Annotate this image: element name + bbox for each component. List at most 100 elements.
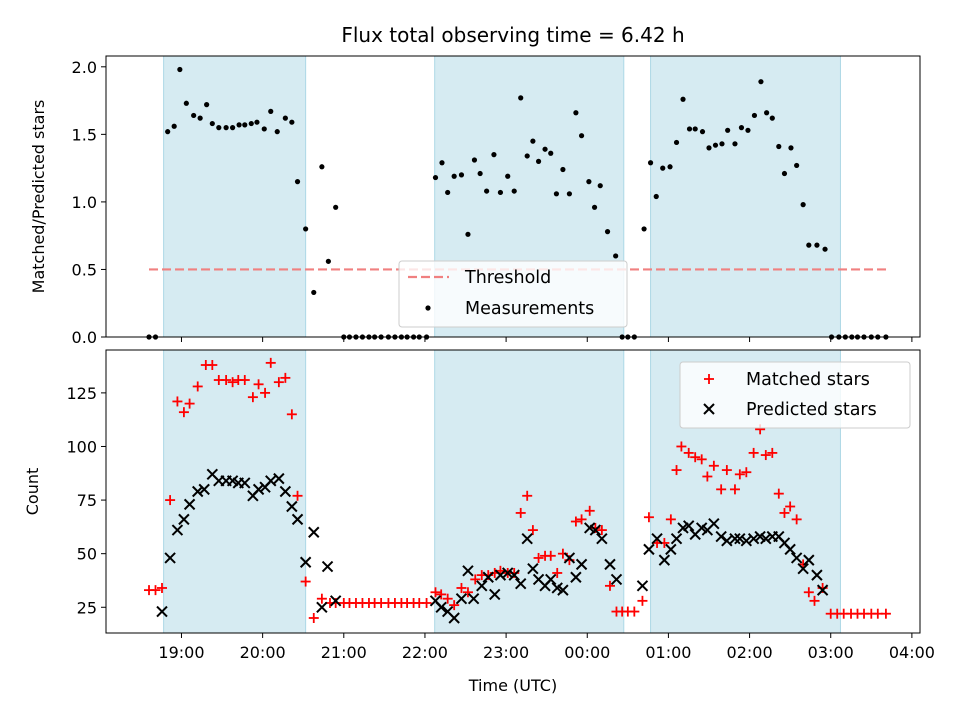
x-tick-label: 23:00 bbox=[483, 643, 529, 662]
predicted-star-point bbox=[760, 532, 772, 545]
measurement-point bbox=[553, 191, 560, 197]
predicted-star-point bbox=[682, 520, 695, 532]
predicted-star-point bbox=[610, 573, 623, 586]
predicted-star-point bbox=[790, 552, 803, 564]
matched-star-point bbox=[880, 608, 891, 619]
legend-measurements-swatch bbox=[425, 305, 431, 311]
measurement-point bbox=[781, 170, 788, 177]
legend-predicted-label: Predicted stars bbox=[746, 400, 877, 420]
predicted-star-point bbox=[467, 592, 480, 605]
y-tick-label: 100 bbox=[66, 437, 97, 456]
measurement-point bbox=[776, 143, 782, 150]
measurement-point bbox=[289, 119, 295, 125]
x-tick-label: 01:00 bbox=[645, 643, 691, 662]
matched-star-point bbox=[280, 372, 291, 383]
measurement-point bbox=[738, 125, 745, 131]
predicted-star-point bbox=[658, 554, 671, 566]
predicted-star-point bbox=[651, 532, 663, 545]
measurement-point bbox=[586, 179, 592, 185]
matched-star-point bbox=[791, 514, 802, 525]
measurement-point bbox=[171, 123, 177, 129]
predicted-star-point bbox=[321, 560, 334, 573]
predicted-star-point bbox=[279, 485, 292, 498]
predicted-star-point bbox=[545, 573, 557, 586]
measurement-point bbox=[660, 165, 666, 171]
predicted-star-point bbox=[448, 612, 460, 624]
x-axis-ticks: 19:00 20:00 21:00 22:00 23:00 00:00 01:00 02:00… bbox=[158, 633, 935, 662]
measurement-point bbox=[268, 108, 274, 114]
measurement-point bbox=[769, 115, 775, 121]
measurement-point bbox=[535, 158, 542, 164]
measurement-point bbox=[451, 173, 457, 179]
measurement-point bbox=[764, 110, 770, 116]
measurement-point bbox=[591, 204, 598, 210]
measurement-point bbox=[548, 150, 554, 156]
measurement-point bbox=[673, 139, 680, 146]
predicted-star-point bbox=[811, 569, 823, 581]
predicted-star-point bbox=[502, 567, 514, 579]
matched-star-point bbox=[192, 381, 203, 392]
measurement-point bbox=[578, 133, 585, 139]
predicted-star-point bbox=[515, 577, 527, 590]
predicted-star-point bbox=[570, 571, 582, 583]
lower-panel-counts: 25 50 75 100 125 19:00 20:00 21:00 22:00 23:00 00… bbox=[23, 349, 935, 695]
measurement-point bbox=[613, 253, 619, 259]
predicted-star-point bbox=[575, 558, 588, 571]
predicted-star-point bbox=[171, 524, 184, 536]
matched-star-point bbox=[570, 516, 581, 527]
matched-star-point bbox=[785, 501, 796, 512]
measurement-point bbox=[518, 95, 524, 101]
matched-star-point bbox=[533, 552, 544, 563]
observing-interval-band bbox=[434, 349, 625, 634]
predicted-star-point bbox=[191, 485, 204, 498]
measurement-point bbox=[597, 183, 603, 189]
matched-star-point bbox=[253, 379, 264, 390]
predicted-star-point bbox=[734, 532, 746, 545]
predicted-star-point bbox=[816, 584, 829, 596]
predicted-star-point bbox=[178, 513, 190, 526]
matched-star-point bbox=[308, 612, 319, 623]
matched-star-point bbox=[430, 587, 441, 598]
measurement-point bbox=[732, 141, 738, 147]
predicted-star-point bbox=[329, 595, 342, 607]
measurement-points bbox=[146, 66, 889, 340]
predicted-star-point bbox=[252, 483, 265, 496]
legend: Matched stars Predicted stars bbox=[679, 361, 911, 429]
measurement-point bbox=[209, 120, 215, 127]
matched-star-point bbox=[696, 454, 707, 465]
predicted-stars-points bbox=[156, 468, 829, 624]
predicted-star-point bbox=[273, 472, 285, 485]
predicted-star-point bbox=[482, 571, 494, 583]
measurement-point bbox=[294, 179, 301, 185]
measurement-point bbox=[216, 125, 222, 131]
legend-x-marker bbox=[703, 403, 715, 415]
observing-interval-band bbox=[163, 349, 307, 634]
matched-star-point bbox=[527, 525, 538, 536]
measurement-point bbox=[686, 126, 693, 132]
measurement-point bbox=[183, 100, 189, 106]
matched-star-point bbox=[178, 407, 189, 418]
measurement-point bbox=[653, 193, 659, 200]
measurement-point bbox=[261, 126, 267, 132]
legend-box bbox=[679, 361, 911, 429]
legend-predicted-swatch bbox=[703, 403, 715, 415]
matched-star-point bbox=[449, 600, 460, 611]
measurement-point bbox=[542, 146, 548, 152]
measurement-point bbox=[458, 172, 465, 178]
measurement-point bbox=[719, 141, 725, 147]
x-tick-label: 00:00 bbox=[564, 643, 610, 662]
matched-star-point bbox=[273, 377, 284, 388]
measurement-point bbox=[560, 166, 566, 173]
predicted-star-point bbox=[747, 532, 760, 545]
y-axis-ticks: 0.0 0.5 1.0 1.5 2.0 bbox=[72, 58, 106, 347]
predicted-star-point bbox=[183, 498, 196, 511]
measurement-point bbox=[604, 229, 611, 235]
predicted-star-point bbox=[164, 552, 176, 564]
matched-star-point bbox=[716, 484, 727, 495]
measurement-point bbox=[197, 115, 203, 121]
matched-star-point bbox=[165, 495, 176, 506]
matched-star-point bbox=[665, 514, 676, 525]
matched-star-point bbox=[629, 606, 640, 617]
